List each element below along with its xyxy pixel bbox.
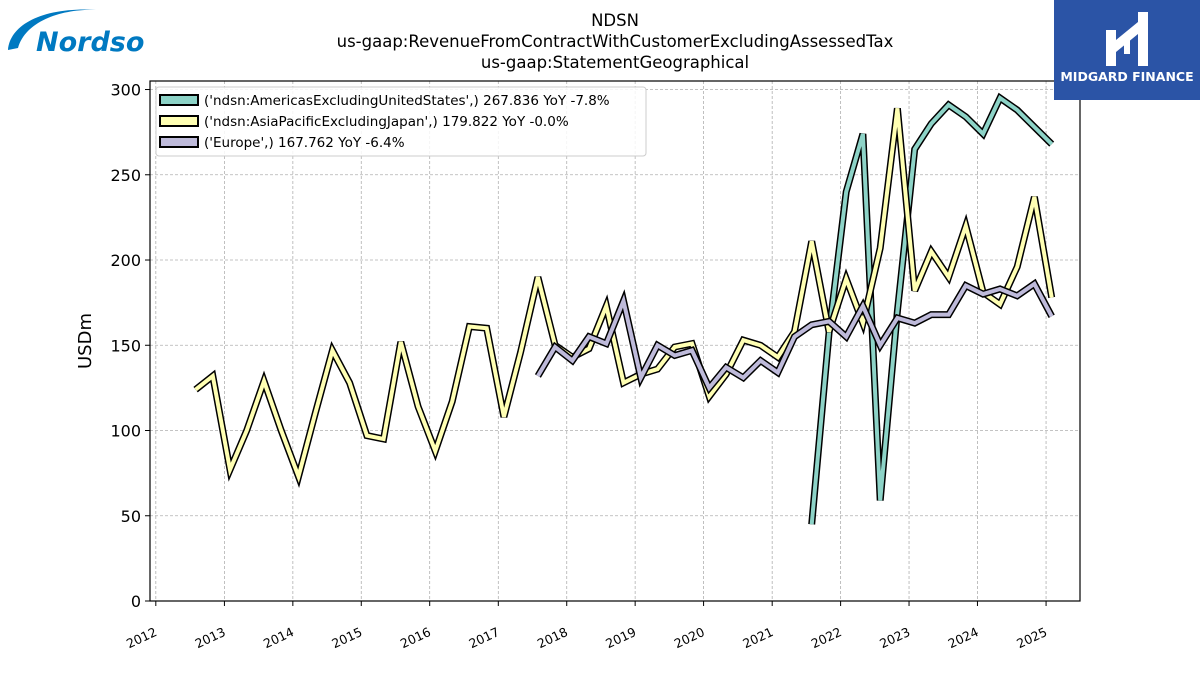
y-tick-label: 300 [110, 81, 141, 100]
y-tick-label: 100 [110, 422, 141, 441]
y-tick-label: 200 [110, 251, 141, 270]
series-americas [808, 92, 1055, 525]
chart-title: NDSN us-gaap:RevenueFromContractWithCust… [337, 11, 894, 72]
y-tick-label: 250 [110, 166, 141, 185]
series-line [809, 95, 1054, 525]
legend-entry-label: ('ndsn:AmericasExcludingUnitedStates',) … [204, 93, 610, 109]
midgard-logo-text: MIDGARD FINANCE [1060, 69, 1194, 84]
legend-swatch [159, 115, 199, 127]
legend-box [155, 86, 647, 157]
series-europe [534, 278, 1055, 395]
series-layer [193, 92, 1056, 525]
series-line [194, 108, 1054, 484]
y-axis-label: USDm [75, 313, 96, 369]
midgard-finance-logo: MIDGARD FINANCE [1054, 0, 1200, 100]
nordson-logo-text: Nordson [36, 27, 144, 56]
legend-entry-label: ('ndsn:AsiaPacificExcludingJapan',) 179.… [204, 114, 569, 130]
y-tick-label: 50 [121, 507, 141, 526]
legend-entry-label: ('Europe',) 167.762 YoY -6.4% [204, 135, 405, 151]
series-line [536, 280, 1054, 392]
plot-frame [149, 80, 1081, 602]
legend-swatch [159, 136, 199, 148]
y-tick-label: 150 [110, 336, 141, 355]
legend: ('ndsn:AmericasExcludingUnitedStates',) … [155, 86, 647, 157]
chart-title-line-3: us-gaap:StatementGeographical [481, 53, 749, 72]
nordson-logo: Nordson [4, 4, 164, 58]
chart-title-line-2: us-gaap:RevenueFromContractWithCustomerE… [337, 32, 894, 51]
legend-swatch [159, 94, 199, 106]
series-asia [193, 107, 1056, 488]
nordson-swoosh-icon: Nordson [8, 9, 164, 58]
y-tick-label: 0 [131, 592, 141, 611]
chart-title-line-1: NDSN [591, 11, 639, 30]
midgard-emblem-icon [1106, 12, 1148, 66]
